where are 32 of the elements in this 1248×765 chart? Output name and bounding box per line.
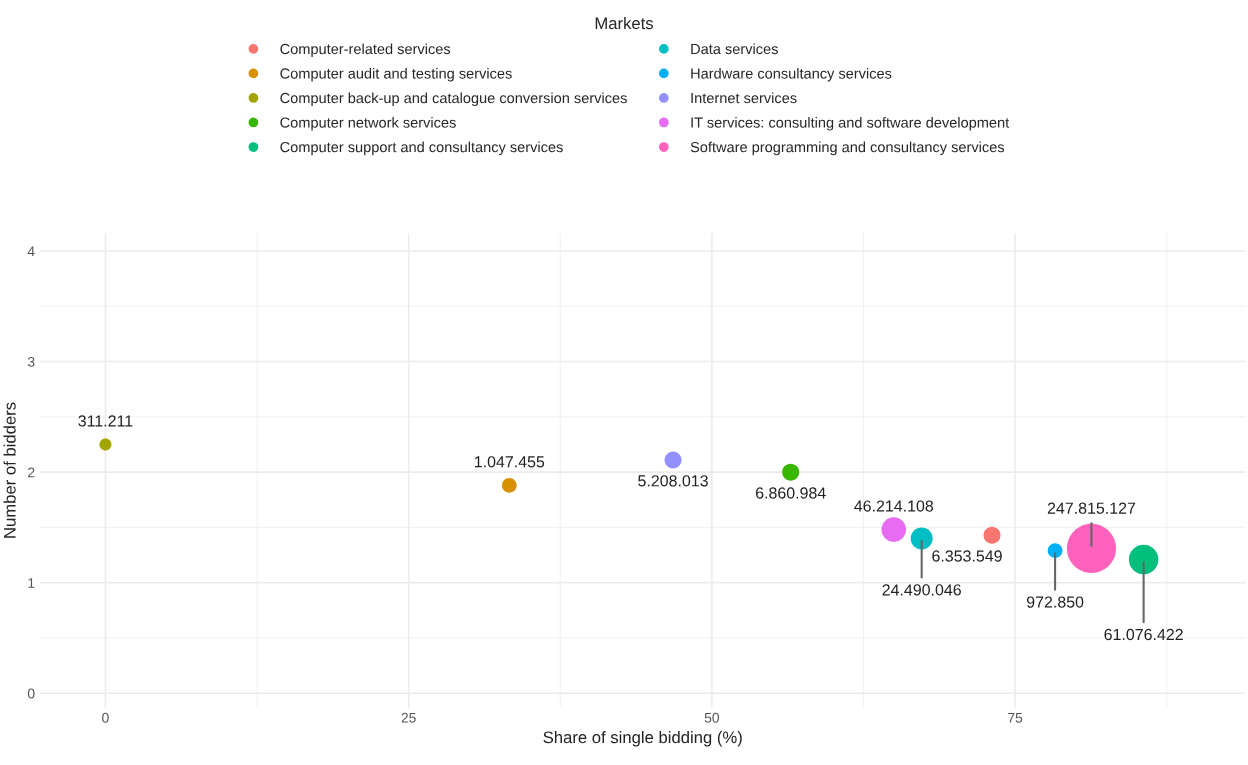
y-axis-title: Number of bidders bbox=[3, 402, 16, 538]
legend-label: Data services bbox=[691, 43, 778, 55]
y-tick-label: 3 bbox=[27, 356, 35, 367]
annotation: 6.860.984 bbox=[755, 487, 826, 499]
annotation: 311.211 bbox=[78, 415, 133, 427]
annotation: 1.047.455 bbox=[475, 456, 545, 468]
annotation: 24.490.046 bbox=[882, 584, 961, 596]
x-tick-label: 75 bbox=[1008, 713, 1023, 723]
annotation: 6.353.549 bbox=[932, 550, 1002, 562]
y-tick-label: 0 bbox=[27, 688, 35, 699]
annotation: 46.214.108 bbox=[854, 500, 934, 512]
x-tick-label: 25 bbox=[401, 712, 416, 723]
y-tick-label: 2 bbox=[28, 467, 35, 478]
legend-label: Computer audit and testing services bbox=[280, 67, 512, 82]
annotation: 5.208.013 bbox=[638, 475, 708, 487]
x-tick-label: 50 bbox=[704, 712, 720, 723]
legend-label: IT services: consulting and software development bbox=[691, 117, 1010, 131]
legend-label: Hardware consultancy services bbox=[691, 67, 892, 82]
x-tick-label: 0 bbox=[102, 712, 109, 723]
legend-label: Computer back-up and catalogue conversion services bbox=[280, 92, 627, 107]
annotation: 247.815.127 bbox=[1047, 502, 1136, 514]
legend-title: Markets bbox=[595, 16, 654, 30]
annotation: 61.076.422 bbox=[1104, 628, 1183, 641]
y-tick-label: 4 bbox=[27, 246, 35, 257]
annotation: 972.850 bbox=[1026, 596, 1084, 608]
legend-label: Internet services bbox=[691, 92, 797, 104]
legend-label: Software programming and consultancy services bbox=[690, 141, 1005, 156]
legend-label: Computer support and consultancy services bbox=[280, 141, 563, 156]
legend-label: Computer network services bbox=[280, 117, 456, 131]
x-axis-title: Share of single bidding (%) bbox=[543, 730, 742, 747]
y-tick-label: 1 bbox=[28, 578, 35, 588]
legend-label: Computer-related services bbox=[280, 43, 451, 58]
